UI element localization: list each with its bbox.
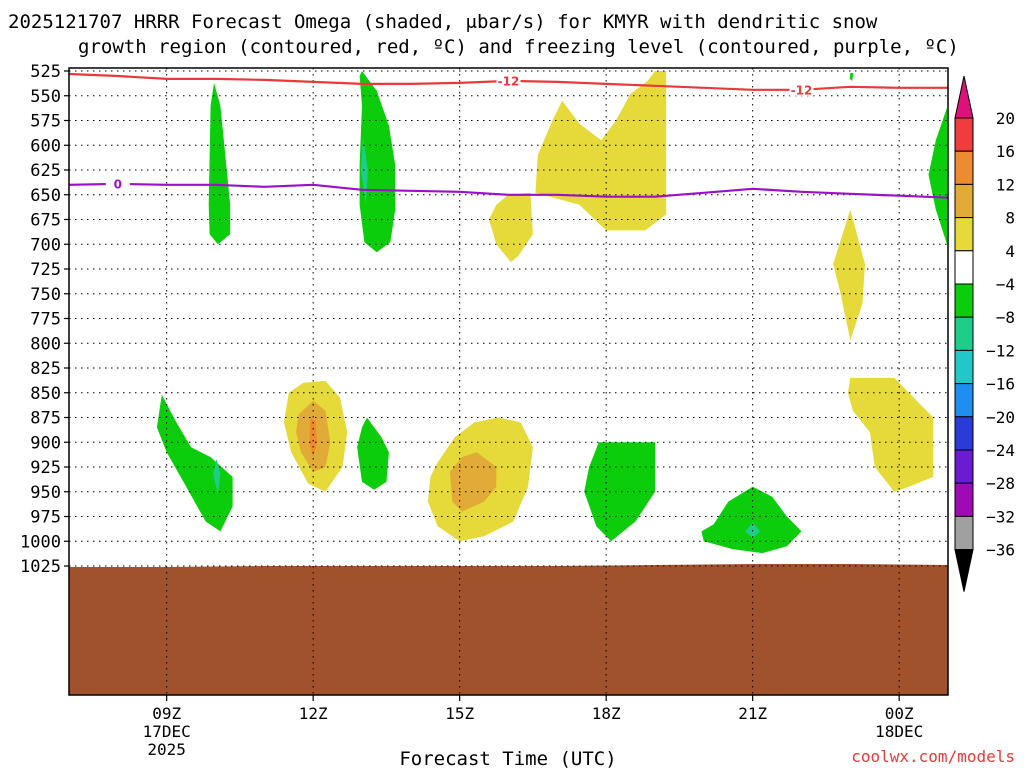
y-tick-label: 550 bbox=[30, 87, 61, 107]
x-tick-label: 09Z bbox=[152, 704, 181, 723]
omega-region-yellow-blob-23z-low bbox=[847, 377, 934, 492]
credit-text: coolwx.com/models bbox=[851, 747, 1015, 766]
x-tick-date: 17DEC bbox=[143, 722, 191, 741]
colorbar-bin bbox=[954, 183, 974, 219]
x-tick-year: 2025 bbox=[147, 740, 186, 759]
x-tick-label: 18Z bbox=[592, 704, 621, 723]
y-tick-label: 775 bbox=[30, 310, 61, 330]
freezing-level-label: 0 bbox=[114, 177, 122, 191]
colorbar-bin bbox=[954, 349, 974, 385]
omega-colorbar: 20 16 12 8 4 −4 −8 −12 −16 −20 −24 −28 −32 −36 bbox=[954, 75, 1015, 592]
colorbar-bin bbox=[954, 150, 974, 185]
colorbar-label: −8 bbox=[996, 308, 1015, 327]
omega-shaded-regions bbox=[69, 71, 948, 695]
colorbar-label: 12 bbox=[996, 175, 1015, 194]
colorbar-bin bbox=[954, 250, 974, 285]
colorbar-bin bbox=[954, 515, 974, 551]
colorbar-label: −32 bbox=[986, 507, 1015, 526]
y-tick-label: 1000 bbox=[20, 532, 61, 552]
colorbar-bin bbox=[954, 117, 974, 152]
colorbar-bin bbox=[954, 416, 974, 451]
colorbar-bin bbox=[954, 482, 974, 517]
freezing-level-label-bg bbox=[105, 176, 130, 190]
x-tick-label: 00Z bbox=[885, 704, 914, 723]
omega-region-green-blob-09z-low bbox=[156, 394, 233, 532]
omega-region-yellow-region-18z bbox=[535, 71, 667, 231]
omega-region-green-column-13z bbox=[359, 71, 396, 253]
x-tick-label: 15Z bbox=[445, 704, 474, 723]
y-tick-label: 950 bbox=[30, 483, 61, 503]
omega-region-cyan-core-10z-low bbox=[213, 459, 221, 494]
x-axis-label: Forecast Time (UTC) bbox=[399, 748, 616, 768]
y-tick-label: 650 bbox=[30, 186, 61, 206]
colorbar-label: −16 bbox=[986, 375, 1015, 394]
y-tick-label: 825 bbox=[30, 359, 61, 379]
colorbar-bin bbox=[954, 316, 974, 351]
colorbar-bin bbox=[954, 383, 974, 418]
colorbar-bin bbox=[954, 449, 974, 484]
y-tick-label: 875 bbox=[30, 409, 61, 429]
y-tick-label: 525 bbox=[30, 62, 61, 82]
y-tick-label: 900 bbox=[30, 433, 61, 453]
y-tick-label: 700 bbox=[30, 235, 61, 255]
colorbar-label: −24 bbox=[986, 441, 1015, 460]
colorbar-label: 4 bbox=[1005, 242, 1015, 261]
omega-region-green-blob-21z bbox=[701, 486, 802, 554]
isotherm-minus12-label: -12 bbox=[498, 74, 520, 88]
isotherm-minus12-label: -12 bbox=[791, 83, 813, 97]
x-tick-label: 12Z bbox=[299, 704, 328, 723]
y-tick-label: 975 bbox=[30, 508, 61, 528]
omega-region-green-column-09z bbox=[208, 82, 231, 245]
freezing-level-line bbox=[68, 182, 949, 199]
plot-frame bbox=[68, 67, 949, 696]
colorbar-label: 20 bbox=[996, 109, 1015, 128]
y-tick-label: 625 bbox=[30, 161, 61, 181]
omega-region-green-blob-13z-low bbox=[357, 417, 389, 490]
colorbar-label: 8 bbox=[1005, 209, 1015, 228]
y-tick-label: 750 bbox=[30, 285, 61, 305]
ground-surface bbox=[69, 564, 948, 695]
isotherm-minus12-label-bg bbox=[496, 73, 521, 87]
colorbar-bin bbox=[954, 283, 974, 318]
y-tick-label: 1025 bbox=[20, 557, 61, 577]
y-tick-label: 725 bbox=[30, 260, 61, 280]
y-tick-label: 850 bbox=[30, 384, 61, 404]
chart-title-line1: 2025121707 HRRR Forecast Omega (shaded, … bbox=[8, 11, 878, 33]
pressure-axis: 525 550 575 600 625 650 675 700 725 750 775 800 825 8… bbox=[20, 62, 69, 577]
y-tick-label: 575 bbox=[30, 112, 61, 132]
colorbar-label: 16 bbox=[996, 142, 1015, 161]
omega-region-red-orange-core-12z bbox=[309, 417, 318, 458]
chart-title-line2: growth region (contoured, red, ºC) and f… bbox=[78, 36, 959, 58]
x-tick-label: 21Z bbox=[738, 704, 767, 723]
y-tick-label: 600 bbox=[30, 136, 61, 156]
colorbar-top-arrow bbox=[954, 75, 974, 119]
colorbar-bottom-arrow bbox=[954, 549, 974, 592]
omega-region-green-edge-00z bbox=[928, 107, 947, 245]
colorbar-label: −4 bbox=[996, 275, 1015, 294]
omega-region-yellow-blob-16z bbox=[489, 192, 533, 263]
colorbar-label: −28 bbox=[986, 474, 1015, 493]
omega-region-green-blob-18z bbox=[584, 442, 655, 542]
colorbar-label: −12 bbox=[986, 341, 1015, 360]
isotherm-minus12-label-bg bbox=[789, 82, 814, 96]
y-tick-label: 675 bbox=[30, 211, 61, 231]
omega-region-yellow-diamond-23z bbox=[833, 209, 865, 341]
omega-region-green-speck-2330z bbox=[849, 73, 854, 81]
colorbar-bin bbox=[954, 217, 974, 252]
temperature-contours: -12 -12 0 bbox=[68, 72, 949, 199]
y-tick-label: 800 bbox=[30, 334, 61, 354]
omega-region-cyan-core-13z bbox=[361, 137, 368, 205]
omega-region-orange-core-15z bbox=[449, 452, 497, 512]
colorbar-label: −36 bbox=[986, 541, 1015, 560]
colorbar-label: −20 bbox=[986, 408, 1015, 427]
y-tick-label: 925 bbox=[30, 458, 61, 478]
x-tick-date: 18DEC bbox=[875, 722, 923, 741]
